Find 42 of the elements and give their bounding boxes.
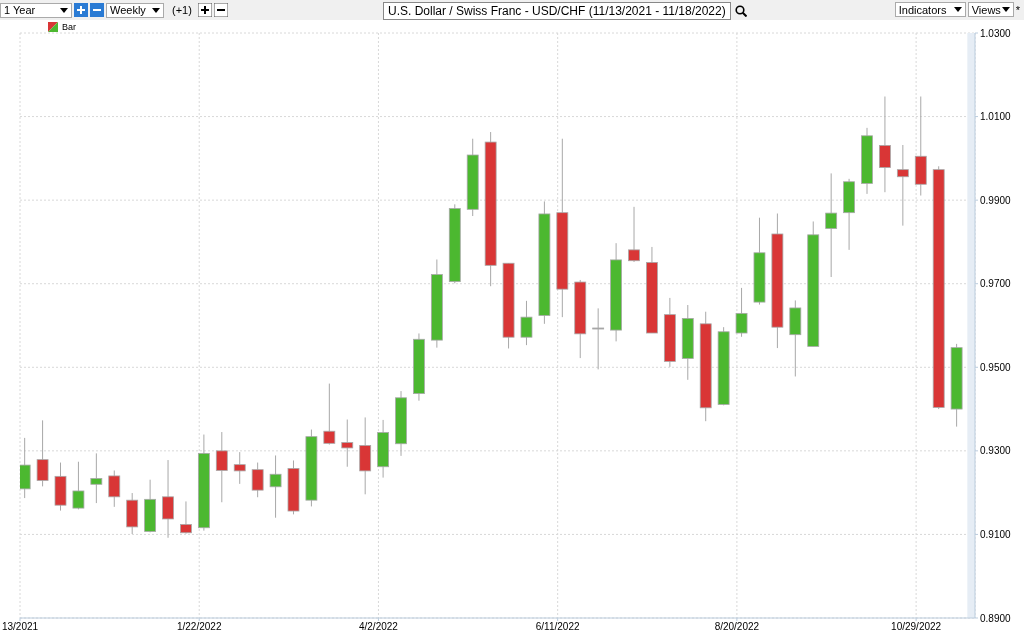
x-tick-label: 6/11/2022 xyxy=(535,621,580,633)
chart-title: U.S. Dollar / Swiss Franc - USD/CHF (11/13/2021 - 11/18/2022) xyxy=(383,2,731,20)
x-tick-label: 1/22/2022 xyxy=(176,621,222,633)
candlestick xyxy=(628,206,640,263)
candlestick xyxy=(825,172,838,278)
candlestick xyxy=(323,383,336,446)
y-tick-label: 0.9900 xyxy=(980,194,1012,206)
period-dropdown: 1 Year xyxy=(0,2,72,18)
candlestick xyxy=(162,459,174,539)
candlestick xyxy=(233,451,246,485)
y-tick-label: 0.9700 xyxy=(980,278,1012,290)
candlestick xyxy=(520,300,533,346)
interval-dropdown: Weekly xyxy=(106,2,164,18)
legend-label: Bar xyxy=(61,22,77,32)
y-tick-label: 0.9500 xyxy=(980,361,1012,373)
x-tick-label: 4/2/2022 xyxy=(358,621,399,633)
candlestick xyxy=(72,461,85,510)
candlestick xyxy=(251,462,264,498)
candlestick xyxy=(215,431,228,503)
candlestick xyxy=(592,307,605,370)
x-tick-label: 13/2021 xyxy=(1,621,39,633)
candlestick xyxy=(90,452,103,504)
text: (+1) xyxy=(172,4,192,16)
y-tick-label: 0.9100 xyxy=(980,528,1012,540)
x-tick-label: 8/20/2022 xyxy=(714,621,760,633)
candlestick xyxy=(269,454,282,519)
text: * xyxy=(1015,3,1021,16)
y-tick-label: 1.0300 xyxy=(980,27,1012,39)
candlestick xyxy=(180,500,192,535)
candlestick xyxy=(341,419,354,468)
candlestick xyxy=(896,144,909,227)
indicators-dropdown: Indicators xyxy=(894,2,966,17)
y-tick-label: 0.8900 xyxy=(980,612,1012,624)
views-dropdown: Views xyxy=(967,2,1014,17)
y-tick-label: 1.0100 xyxy=(980,111,1012,123)
candlestick xyxy=(879,96,891,193)
y-tick-label: 0.9300 xyxy=(980,445,1012,457)
candlestick xyxy=(735,287,748,338)
candlestick xyxy=(20,437,31,499)
candlestick xyxy=(36,419,49,487)
x-tick-label: 10/29/2022 xyxy=(891,621,942,633)
candlestick xyxy=(108,470,121,508)
